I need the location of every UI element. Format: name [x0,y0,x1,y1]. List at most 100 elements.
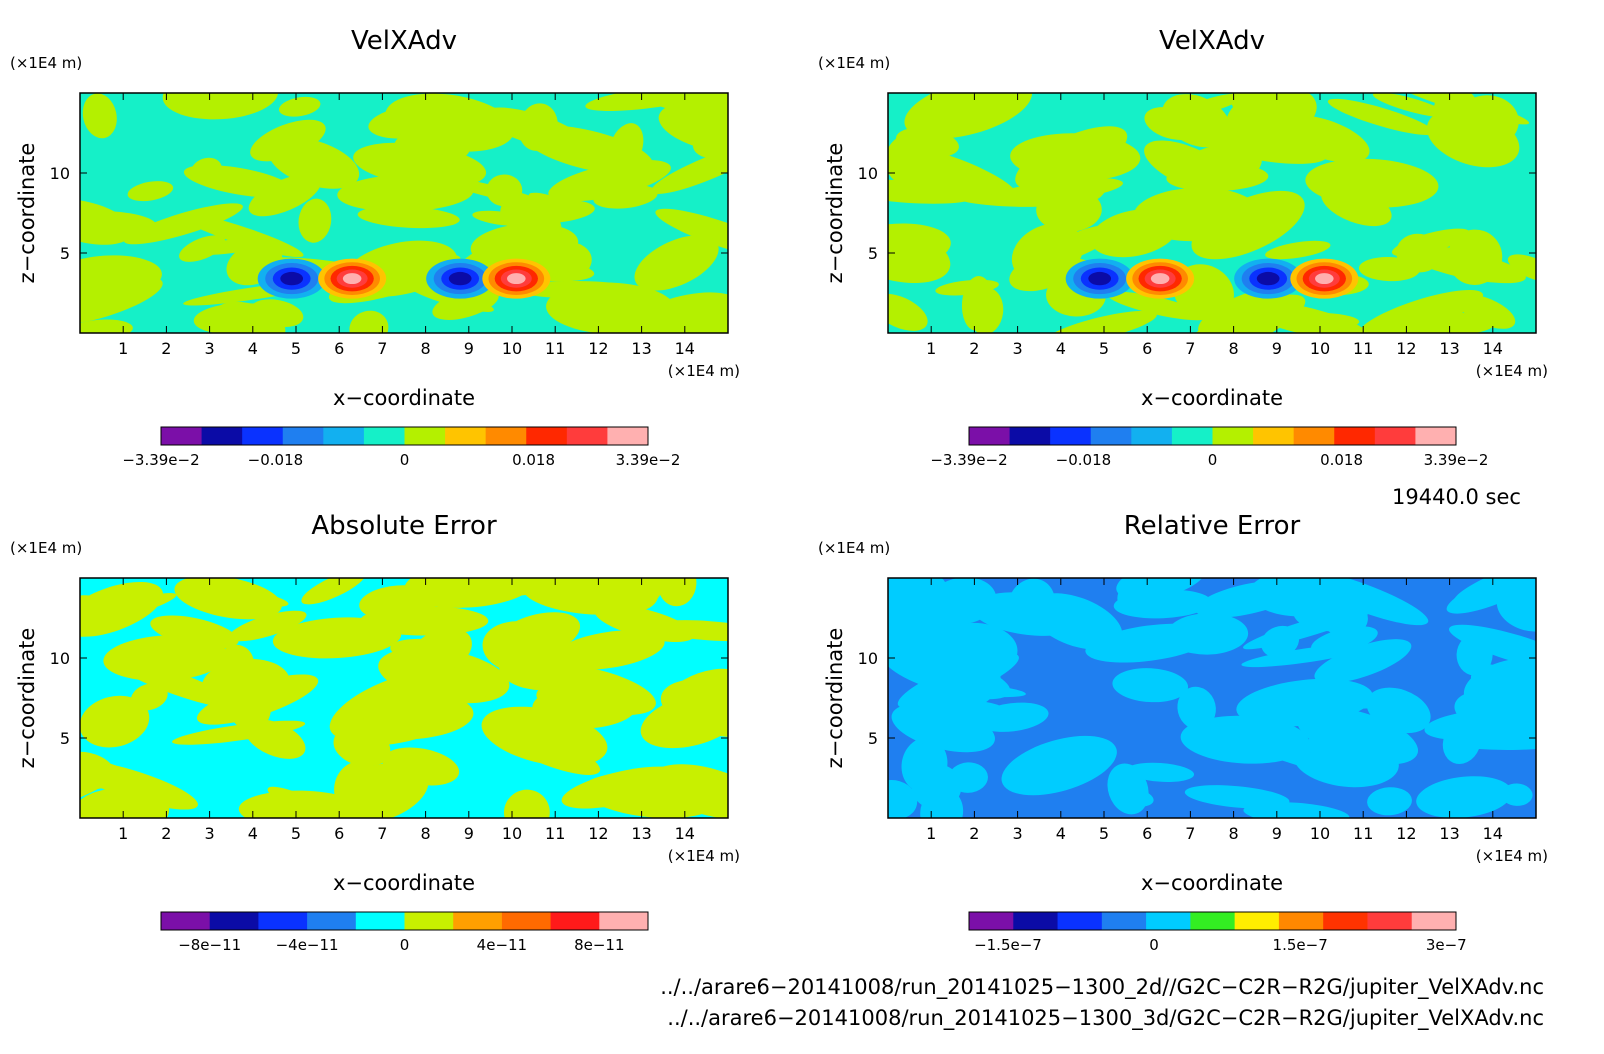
colorbar-tick-label: 1.5e−7 [1273,936,1328,954]
contour-patch [1358,257,1420,282]
x-tick-label: 3 [1013,339,1023,358]
y-axis-label: z−coordinate [823,143,847,284]
colorbar-swatch [607,427,649,445]
contour-patch [897,652,1019,709]
contour-patch [1243,802,1350,818]
contour-field [80,578,728,818]
contour-patch [972,592,1087,636]
contour-patch [1507,254,1536,283]
x-tick-label: 12 [588,339,608,358]
contour-patch [888,614,953,663]
colorbar-swatch [485,427,527,445]
contour-patch [1010,133,1141,181]
contour-patch [585,93,719,112]
colorbar-swatch [1009,427,1051,445]
contour-patch [1265,240,1331,260]
x-axis-label: x−coordinate [333,871,475,895]
contour-patch [80,751,116,790]
colorbar-swatch [242,427,284,445]
x-tick-label: 5 [1099,339,1109,358]
contour-field [80,93,728,333]
plot-frame [887,92,1537,334]
contour-patch [82,93,117,139]
x-axis-unit: (×1E4 m) [1476,362,1548,380]
contour-patch [1456,634,1493,676]
contour-patch [278,96,321,117]
x-tick-label: 12 [1396,339,1416,358]
colorbar-swatch [969,912,1014,930]
contour-patch [1496,581,1536,632]
contour-patch [1314,639,1412,684]
colorbar-tick-label: −0.018 [1056,451,1112,469]
colorbar-swatch [526,427,568,445]
contour-patch [80,695,150,748]
contour-patch [1305,158,1439,208]
x-tick-label: 10 [502,339,522,358]
contour-patch [485,578,565,597]
chart-title: Absolute Error [311,511,497,541]
x-tick-label: 9 [1272,339,1282,358]
contour-patch [349,310,389,333]
x-tick-label: 7 [1185,824,1195,843]
contour-patch [503,789,550,818]
contour-patch [1036,188,1102,232]
colorbar-tick-label: −4e−11 [276,936,339,954]
contour-patch [1372,93,1448,117]
x-tick-label: 14 [675,339,695,358]
chart-panel-4: Relative Error (×1E4 m) (×1E4 m) x−coordina… [818,511,1548,954]
contour-patch [111,793,170,818]
time-label: 19440.0 sec [1392,485,1521,509]
colorbar-swatch [1234,912,1280,930]
colorbar: −3.39e−2 −0.018 0 0.018 3.39e−2 [930,426,1488,469]
x-axis-unit: (×1E4 m) [668,362,740,380]
colorbar-tick-label: 8e−11 [574,936,624,954]
contour-patch [385,93,515,152]
contour-patch [961,276,993,331]
colorbar-swatch [209,912,259,930]
colorbar-swatch [501,912,552,930]
contour-field [888,578,1536,818]
colorbar-tick-label: 0.018 [512,451,555,469]
colorbar-swatch [1334,427,1376,445]
y-tick-label: 10 [858,649,878,668]
contour-patch [1107,291,1208,321]
colorbar-swatch [1131,427,1173,445]
chart-title: Relative Error [1124,511,1301,541]
contour-patch [238,790,365,818]
contour-patch [888,223,951,269]
colorbar-tick-label: 3.39e−2 [616,451,681,469]
colorbar-swatch [969,427,1011,445]
x-axis-label: x−coordinate [333,386,475,410]
x-axis-unit: (×1E4 m) [1476,847,1548,865]
contour-patch [172,720,306,745]
y-axis-label: z−coordinate [15,628,39,769]
contour-patch [1166,613,1249,655]
contour-patch [1321,599,1368,637]
colorbar-tick-label: 0 [1149,936,1159,954]
colorbar-tick-label: −8e−11 [178,936,241,954]
contour-patch [954,701,1014,729]
contour-patch [503,199,595,224]
contour-patch [1399,244,1526,284]
contour-patch [498,728,601,775]
contour-patch [1463,657,1536,714]
source-file-2: ../../arare6−20141008/run_20141025−1300_… [667,1006,1544,1030]
contour-patch [352,693,467,746]
colorbar-swatch [355,912,405,930]
contour-patch [523,125,653,175]
contour-patch [640,692,728,749]
contour-patch [650,143,728,195]
contour-patch [1261,625,1299,658]
x-tick-label: 8 [421,824,431,843]
chart-panel-1: VelXAdv (×1E4 m) (×1E4 m) x−coordinate z−coo… [10,26,740,469]
x-tick-label: 14 [675,824,695,843]
colorbar-swatch [599,912,649,930]
contour-patch [1011,223,1084,283]
colorbar-swatch [161,912,211,930]
colorbar-swatch [1415,427,1457,445]
x-tick-label: 7 [1185,339,1195,358]
colorbar-swatch [1367,912,1413,930]
colorbar-swatch [1101,912,1147,930]
x-tick-label: 5 [291,339,301,358]
x-tick-label: 8 [1229,339,1239,358]
